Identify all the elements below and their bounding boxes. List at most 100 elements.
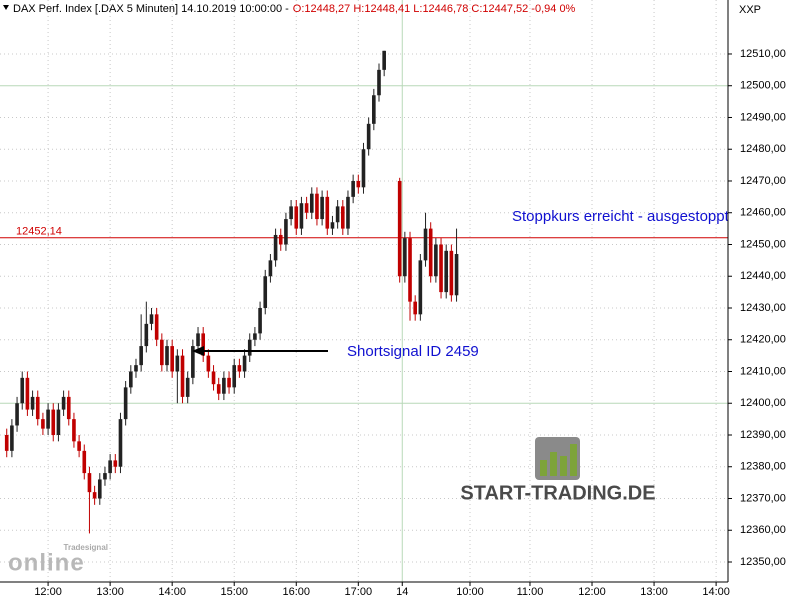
candle-body bbox=[304, 203, 309, 213]
x-tick-label: 12:00 bbox=[34, 586, 62, 598]
candle-body bbox=[56, 409, 61, 435]
candle-body bbox=[444, 250, 449, 293]
candle-body bbox=[211, 371, 216, 385]
y-tick-label: 12370,00 bbox=[740, 492, 786, 504]
candle-body bbox=[61, 396, 66, 410]
candle-body bbox=[108, 460, 112, 474]
candle-body bbox=[413, 301, 417, 315]
y-tick-label: 12440,00 bbox=[740, 270, 786, 282]
y-tick-label: 12510,00 bbox=[740, 48, 786, 60]
candle-body bbox=[30, 396, 35, 410]
candle-body bbox=[154, 314, 159, 340]
candle-body bbox=[284, 219, 288, 245]
candle-body bbox=[294, 206, 299, 229]
candle-body bbox=[139, 346, 143, 366]
candle-body bbox=[309, 193, 314, 213]
candle-body bbox=[403, 238, 407, 277]
candle-body bbox=[46, 409, 50, 429]
candle-body bbox=[237, 365, 242, 372]
candle-body bbox=[372, 95, 376, 124]
candle-body bbox=[423, 228, 428, 261]
candle-body bbox=[278, 234, 283, 245]
x-tick-label: 11:00 bbox=[517, 586, 544, 598]
candle-body bbox=[439, 244, 443, 293]
candle-body bbox=[377, 69, 381, 96]
candle-body bbox=[382, 50, 386, 70]
axes: 12350,00 12360,00 12370,00 12380,00 12390,00… bbox=[34, 48, 786, 598]
watermark: Tradesignal online bbox=[8, 543, 108, 576]
candle-body bbox=[335, 206, 340, 223]
annotation: Shortsignal ID 2459 bbox=[347, 343, 479, 360]
y-tick-label: 12500,00 bbox=[740, 80, 786, 92]
y-tick-label: 12380,00 bbox=[740, 461, 786, 473]
candle-body bbox=[129, 371, 133, 388]
ohlc-summary: O:12448,27 H:12448,41 L:12446,78 C:12447… bbox=[293, 3, 576, 15]
candle-body bbox=[144, 323, 149, 347]
candle-body bbox=[51, 409, 56, 435]
plot-area: 12452,14 Stoppkurs erreicht - ausgestoppt… bbox=[0, 50, 728, 534]
candle-body bbox=[20, 377, 25, 404]
x-tick-label: 15:00 bbox=[220, 586, 248, 598]
watermark-big: online bbox=[8, 549, 85, 576]
candle-body bbox=[118, 419, 123, 467]
candle-body bbox=[4, 434, 9, 451]
candle-body bbox=[366, 123, 371, 150]
candle-body bbox=[175, 355, 180, 372]
candle-body bbox=[10, 425, 14, 451]
x-tick-label: 16:00 bbox=[283, 586, 311, 598]
candle-body bbox=[268, 260, 273, 277]
candle-body bbox=[253, 333, 257, 340]
y-tick-label: 12430,00 bbox=[740, 302, 786, 314]
candle-body bbox=[41, 419, 45, 429]
x-tick-label: 14 bbox=[396, 586, 408, 598]
candle-body bbox=[149, 314, 154, 324]
candle-body bbox=[72, 419, 76, 442]
x-tick-label: 13:00 bbox=[640, 586, 668, 598]
candle-body bbox=[418, 260, 423, 315]
y-tick-label: 12480,00 bbox=[740, 143, 786, 155]
candle-body bbox=[222, 377, 226, 394]
candle-body bbox=[325, 196, 330, 229]
y-tick-label: 12490,00 bbox=[740, 111, 786, 123]
candle-body bbox=[66, 396, 71, 420]
candle-body bbox=[320, 196, 324, 220]
candle-body bbox=[454, 254, 459, 296]
candle-body bbox=[77, 441, 81, 451]
candle-body bbox=[449, 250, 454, 296]
candle-body bbox=[258, 307, 262, 334]
x-tick-label: 14:00 bbox=[158, 586, 186, 598]
candle-body bbox=[361, 149, 366, 188]
candle-body bbox=[346, 196, 350, 229]
x-tick-label: 12:00 bbox=[578, 586, 606, 598]
candle-body bbox=[434, 244, 438, 277]
y-tick-label: 12350,00 bbox=[740, 556, 786, 568]
x-tick-label: 13:00 bbox=[96, 586, 124, 598]
candle-body bbox=[206, 355, 211, 372]
candle-body bbox=[180, 355, 185, 397]
candle-body bbox=[340, 206, 345, 229]
arrow bbox=[192, 346, 328, 356]
candle-body bbox=[185, 377, 190, 397]
y-tick-label: 12360,00 bbox=[740, 524, 786, 536]
candle-body bbox=[97, 479, 102, 499]
candle-body bbox=[227, 377, 231, 388]
y-tick-label: 12400,00 bbox=[740, 397, 786, 409]
candle-body bbox=[263, 276, 268, 308]
candle-body bbox=[123, 387, 128, 420]
x-tick-label: 10:00 bbox=[456, 586, 484, 598]
x-tick-label: 14:00 bbox=[702, 586, 730, 598]
logo-bar bbox=[570, 444, 577, 476]
stop-line-label: 12452,14 bbox=[16, 226, 62, 238]
candle-body bbox=[273, 234, 278, 261]
y-tick-label: 12420,00 bbox=[740, 334, 786, 346]
y-tick-label: 12470,00 bbox=[740, 175, 786, 187]
candle-body bbox=[351, 180, 355, 197]
candle-body bbox=[25, 377, 30, 410]
candle-body bbox=[170, 346, 174, 372]
arrow-head bbox=[192, 346, 204, 356]
candle-body bbox=[113, 460, 118, 467]
candle-body bbox=[196, 333, 200, 347]
candle-body bbox=[408, 238, 412, 302]
candle-body bbox=[191, 346, 195, 378]
